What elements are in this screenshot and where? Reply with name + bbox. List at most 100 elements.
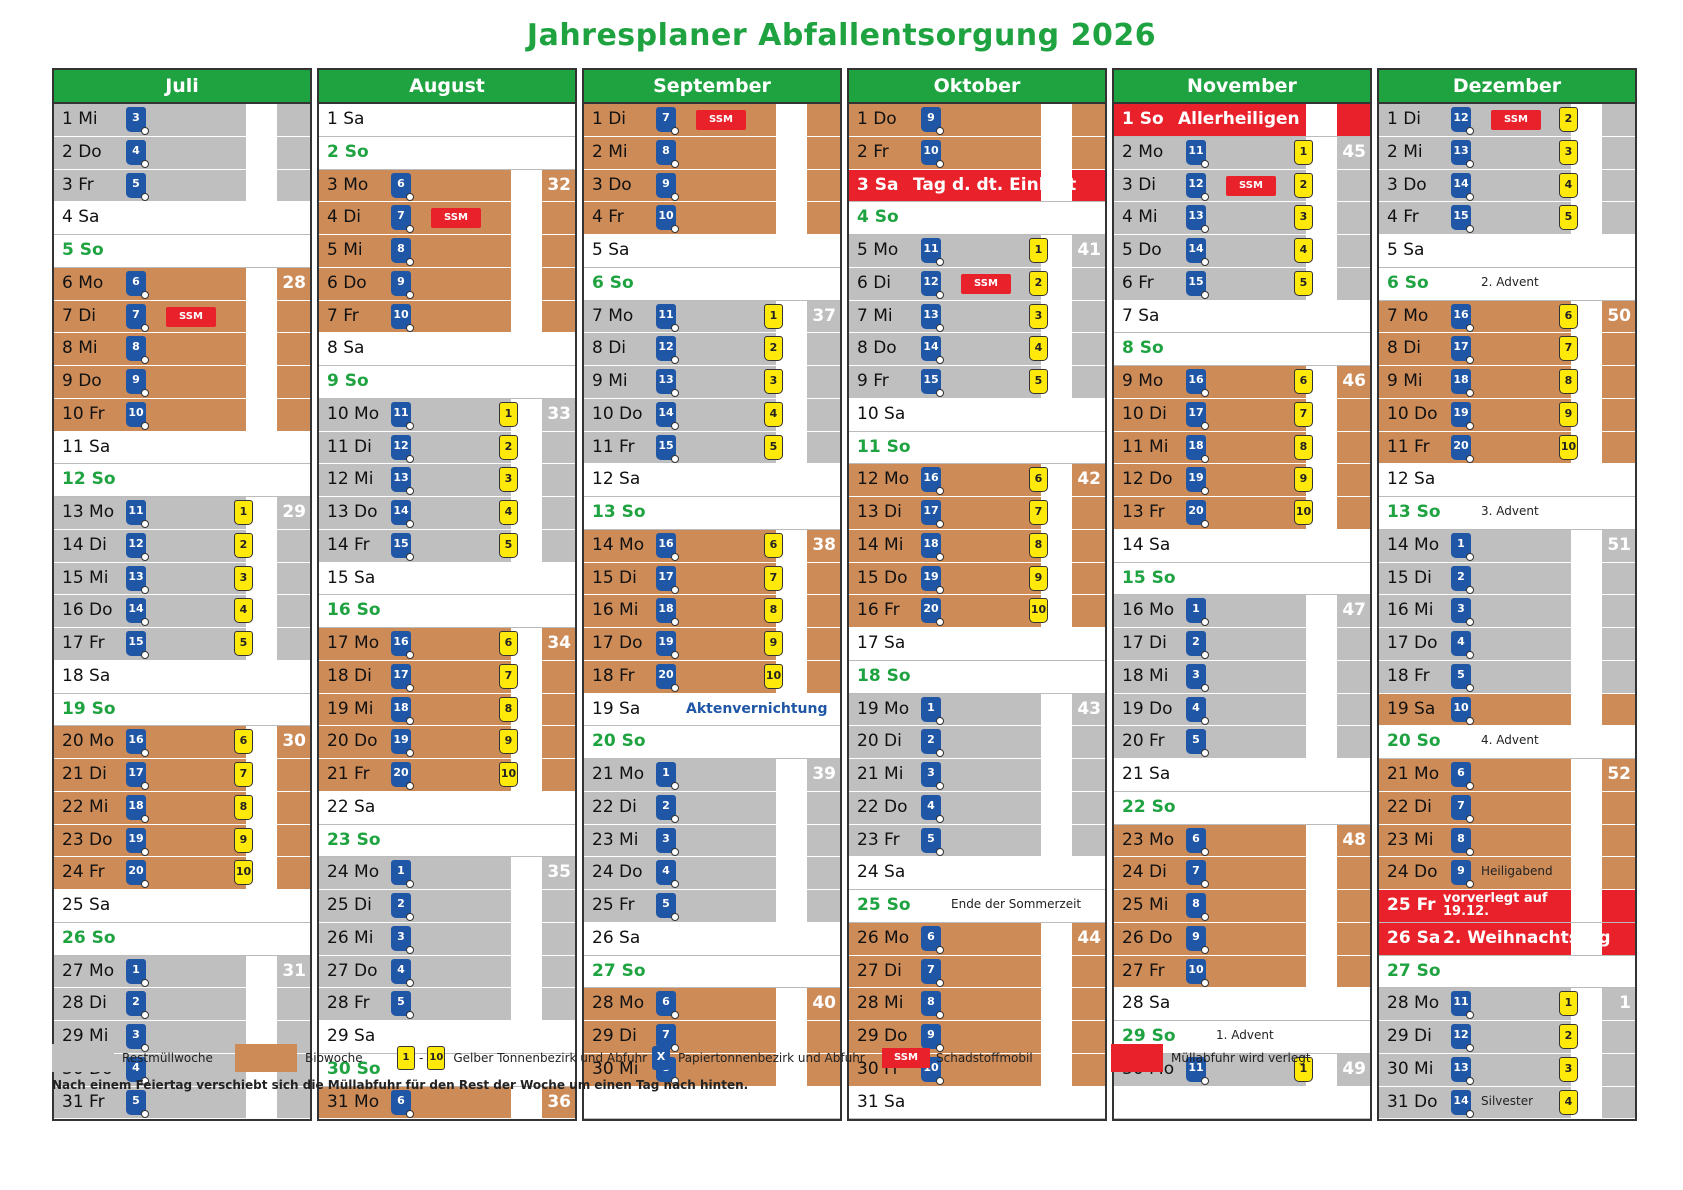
blue-bin-icon: 6 bbox=[126, 270, 149, 299]
day-row: 4 Di 7 SSM bbox=[319, 202, 575, 235]
day-row: 20 Mo 16 6 30 bbox=[54, 726, 310, 759]
day-label: 31 Mo bbox=[327, 1091, 380, 1112]
day-label: 22 Sa bbox=[327, 796, 376, 817]
day-label: 28 Mo bbox=[1387, 993, 1440, 1014]
truck-icon: SSM bbox=[1491, 110, 1541, 130]
day-row bbox=[1114, 1086, 1370, 1120]
blue-bin-icon: 11 bbox=[921, 238, 944, 266]
day-label: 18 Sa bbox=[62, 665, 111, 686]
week-number: 29 bbox=[282, 502, 306, 522]
yellow-bin-icon: 1 bbox=[1294, 139, 1313, 165]
day-row: 9 Do 9 bbox=[54, 366, 310, 399]
week-number: 47 bbox=[1342, 600, 1366, 621]
blue-bin-icon: 5 bbox=[921, 827, 944, 856]
day-row: 22 Di 7 bbox=[1379, 791, 1635, 825]
legend-bio: Biowoche bbox=[235, 1043, 363, 1073]
blue-bin-icon: 13 bbox=[1451, 139, 1474, 168]
week-number: 40 bbox=[812, 993, 836, 1014]
day-row: 28 Fr 5 bbox=[319, 988, 575, 1021]
day-label: 26 Sa bbox=[1387, 927, 1441, 948]
day-row: 22 Sa bbox=[319, 791, 575, 825]
day-row: 3 Fr 5 bbox=[54, 169, 310, 203]
day-row: 20 So 4. Advent bbox=[1379, 726, 1635, 759]
day-label: 24 Do bbox=[1387, 862, 1438, 883]
blue-bin-icon: 12 bbox=[126, 532, 149, 561]
day-label: 15 Di bbox=[1387, 567, 1432, 588]
day-note: Aktenvernichtung bbox=[686, 700, 828, 717]
blue-bin-icon: 3 bbox=[126, 107, 149, 135]
day-label: 25 Fr bbox=[1387, 895, 1436, 915]
day-row: 10 Fr 10 bbox=[54, 398, 310, 432]
week-number: 43 bbox=[1077, 698, 1101, 719]
blue-bin-icon: 5 bbox=[1186, 729, 1209, 758]
day-note: 1. Advent bbox=[1216, 1028, 1274, 1042]
week-number: 37 bbox=[812, 305, 836, 326]
blue-bin-icon: 12 bbox=[921, 270, 944, 299]
day-row: 21 Mo 6 52 bbox=[1379, 759, 1635, 792]
blue-bin-icon: 10 bbox=[391, 303, 414, 332]
blue-bin-icon: 17 bbox=[656, 565, 679, 594]
day-label: 29 Sa bbox=[327, 1026, 376, 1046]
day-label: 14 Mi bbox=[857, 534, 904, 555]
day-label: 16 Mi bbox=[592, 600, 639, 621]
legend-blue: X Papiertonnenbezirk und Abfuhr bbox=[652, 1043, 865, 1073]
day-row: 7 Mo 11 1 37 bbox=[584, 300, 840, 334]
day-row: 16 So bbox=[319, 595, 575, 628]
day-row: 18 Fr 20 10 bbox=[584, 660, 840, 694]
day-row: 16 Do 14 4 bbox=[54, 595, 310, 628]
day-label: 27 Do bbox=[327, 960, 378, 981]
day-row: 30 So bbox=[319, 1053, 575, 1087]
week-number: 1 bbox=[1619, 993, 1631, 1014]
day-row: 15 So bbox=[1114, 562, 1370, 596]
day-label: 25 So bbox=[857, 895, 911, 915]
day-row: 30 Fr 10 bbox=[849, 1053, 1105, 1087]
yellow-bin-icon: 1 bbox=[1294, 1056, 1313, 1082]
blue-bin-icon: 13 bbox=[1186, 205, 1209, 234]
day-label: 6 Fr bbox=[1122, 272, 1154, 293]
day-row: 27 Di 7 bbox=[849, 955, 1105, 989]
day-label: 3 Do bbox=[1387, 174, 1427, 195]
day-label: 16 Fr bbox=[857, 600, 900, 621]
day-label: 5 Sa bbox=[592, 240, 630, 260]
blue-bin-icon: 14 bbox=[1451, 172, 1474, 201]
blue-bin-icon: 18 bbox=[1451, 369, 1474, 397]
day-note: Heiligabend bbox=[1481, 864, 1553, 879]
yellow-bin-icon: 6 bbox=[764, 532, 783, 558]
day-label: 12 Sa bbox=[592, 469, 641, 490]
day-row: 12 So bbox=[54, 464, 310, 497]
day-row: 15 Do 19 9 bbox=[849, 562, 1105, 596]
blue-bin-icon: 5 bbox=[126, 172, 149, 201]
day-label: 21 Sa bbox=[1122, 764, 1171, 784]
month-column: August 1 Sa 2 So 3 Mo 6 32 4 Di 7 SSM 5 Mi 8 6 Do 9 7… bbox=[317, 68, 577, 1122]
day-row: 6 Do 9 bbox=[319, 267, 575, 301]
day-row: 18 Sa bbox=[54, 660, 310, 694]
day-row: 28 Di 2 bbox=[54, 988, 310, 1021]
yellow-bin-icon: 9 bbox=[499, 729, 518, 755]
day-row: 9 So bbox=[319, 366, 575, 399]
blue-bin-icon: 13 bbox=[1451, 1056, 1474, 1085]
week-number: 48 bbox=[1342, 829, 1366, 850]
day-label: 29 Mi bbox=[62, 1026, 109, 1046]
day-label: 9 Fr bbox=[857, 371, 889, 391]
day-note: vorverlegt auf 19.12. bbox=[1443, 891, 1548, 919]
day-row: 22 So bbox=[1114, 791, 1370, 825]
day-row: 25 Fr vorverlegt auf 19.12. bbox=[1379, 890, 1635, 923]
day-label: 20 Di bbox=[857, 731, 902, 752]
yellow-bin-icon: 7 bbox=[499, 663, 518, 689]
day-row: 5 Sa bbox=[584, 235, 840, 268]
day-label: 3 Mo bbox=[327, 174, 369, 195]
yellow-bin-icon: 3 bbox=[499, 467, 518, 493]
yellow-bin-icon: 4 bbox=[1294, 238, 1313, 263]
day-row: 12 Do 19 9 bbox=[1114, 464, 1370, 497]
yellow-bin-icon: 8 bbox=[1029, 532, 1048, 558]
day-label: 22 So bbox=[1122, 796, 1176, 817]
day-label: 26 So bbox=[62, 927, 116, 948]
blue-bin-icon: 14 bbox=[1451, 1089, 1474, 1118]
day-label: 2 Mo bbox=[1122, 141, 1164, 162]
day-label: 23 Do bbox=[62, 829, 113, 850]
blue-bin-icon: 8 bbox=[921, 991, 944, 1020]
week-number: 28 bbox=[282, 272, 306, 293]
day-label: 31 Fr bbox=[62, 1091, 105, 1112]
blue-bin-icon: 15 bbox=[126, 631, 149, 659]
day-label: 4 So bbox=[857, 207, 899, 228]
